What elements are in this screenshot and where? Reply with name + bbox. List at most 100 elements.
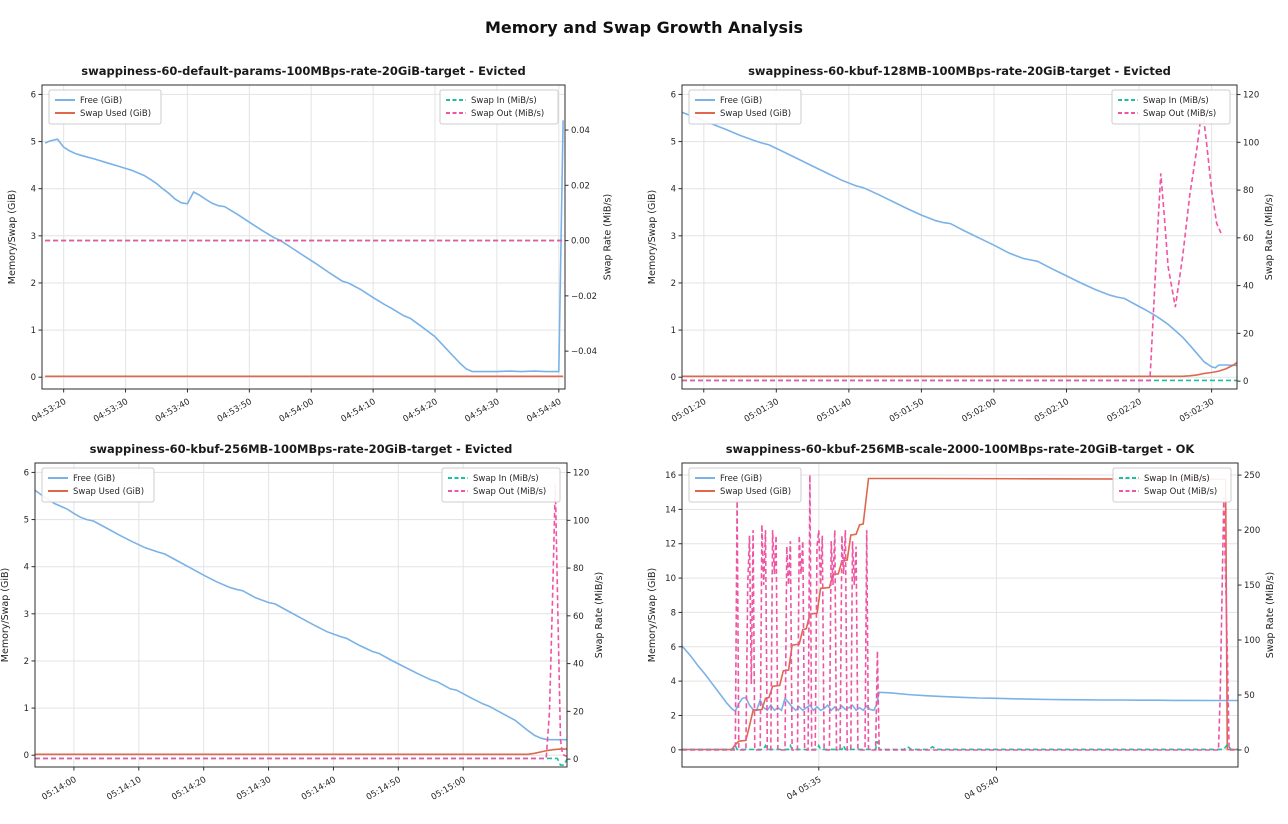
x-tick-label: 04:54:00 [278,397,316,425]
main-title: Memory and Swap Growth Analysis [484,18,804,37]
y-axis-left: 0 1 2 3 4 5 6 Memory/Swap (GiB) [647,90,682,383]
y-right-tick-label: −0.02 [571,292,597,302]
y-left-tick-label: 2 [671,711,676,721]
x-tick-label: 05:14:00 [40,775,78,803]
y-left-tick-label: 0 [31,373,36,383]
series [682,106,1237,382]
x-tick-label: 05:02:00 [960,397,998,425]
y-right-tick-label: 0.04 [571,126,590,136]
y-axis-label-right: Swap Rate (MiB/s) [1264,194,1275,280]
legend-label: Free (GiB) [720,474,762,484]
y-axis-left: 0 2 4 6 8 10 12 14 16 Memory/Swap (GiB) [647,471,682,756]
y-right-tick-label: 0 [1244,746,1249,756]
x-tick-label: 04:54:40 [525,397,563,425]
x-tick-label: 05:02:30 [1178,397,1216,425]
y-right-tick-label: 0 [1243,377,1248,387]
series-line-swap-used [682,361,1237,378]
series-line-swap-in [35,757,567,766]
legend-label: Swap In (MiB/s) [471,96,537,106]
legend-left: Free (GiB) Swap Used (GiB) [688,467,802,503]
y-axis-label-left: Memory/Swap (GiB) [0,568,11,662]
y-axis-label-right: Swap Rate (MiB/s) [594,572,605,658]
legend-right: Swap In (MiB/s) Swap Out (MiB/s) [439,89,559,125]
y-left-tick-label: 3 [24,610,29,620]
y-left-tick-label: 4 [24,563,29,573]
y-right-tick-label: 0 [573,755,578,765]
y-right-tick-label: 200 [1244,526,1260,536]
y-axis-right: 0 50 100 150 200 250 Swap Rate (MiB/s) [1238,471,1276,756]
y-left-tick-label: 10 [665,574,676,584]
y-right-tick-label: 40 [573,660,584,670]
y-right-tick-label: −0.04 [571,347,597,357]
subplot-title-4: swappiness-60-kbuf-256MB-scale-2000-100M… [725,442,1195,456]
y-left-tick-label: 4 [671,185,676,195]
y-left-tick-label: 1 [24,704,29,714]
subplot-grid: swappiness-60-default-params-100MBps-rat… [0,61,1288,817]
x-axis: 04 05:35 04 05:40 [785,767,1001,803]
x-axis: 04:53:20 04:53:30 04:53:40 04:53:50 04:54:00… [30,389,563,425]
legend-label: Swap Out (MiB/s) [473,487,546,497]
subplot-row-bottom: swappiness-60-kbuf-256MB-100MBps-rate-20… [0,439,1288,817]
grid [682,463,1238,767]
y-axis-label-left: Memory/Swap (GiB) [647,190,658,284]
series-line-swap-used [682,477,1238,751]
x-tick-label: 05:02:10 [1033,397,1071,425]
legend-left: Free (GiB) Swap Used (GiB) [688,89,802,125]
legend-label: Swap Used (GiB) [80,109,151,119]
y-right-tick-label: 120 [573,469,589,479]
legend-label: Swap In (MiB/s) [473,474,539,484]
x-tick-label: 05:15:00 [430,775,468,803]
x-tick-label: 05:01:50 [888,397,926,425]
series-line-swap-out [682,475,1238,751]
y-axis-label-right: Swap Rate (MiB/s) [1265,572,1276,658]
legend-label: Swap Used (GiB) [720,487,791,497]
plot-frame [681,84,1238,390]
y-right-tick-label: 120 [1243,91,1259,101]
y-axis-label-left: Memory/Swap (GiB) [7,190,18,284]
y-left-tick-label: 5 [671,138,676,148]
y-right-tick-label: 80 [573,564,584,574]
y-left-tick-label: 6 [671,643,676,653]
chart-canvas-2: 05:01:20 05:01:30 05:01:40 05:01:50 05:02:00… [647,84,1275,425]
grid [682,85,1237,389]
x-tick-label: 05:14:50 [365,775,403,803]
subplot-cell-1: swappiness-60-default-params-100MBps-rat… [0,61,644,439]
y-right-tick-label: 50 [1244,691,1255,701]
y-left-tick-label: 0 [24,751,29,761]
y-left-tick-label: 0 [671,373,676,383]
x-tick-label: 04:53:30 [92,397,130,425]
y-axis-left: 0 1 2 3 4 5 6 Memory/Swap (GiB) [7,90,42,383]
y-left-tick-label: 5 [24,516,29,526]
legend-left: Free (GiB) Swap Used (GiB) [41,467,155,503]
series-line-free [682,645,1238,713]
x-tick-label: 04 05:40 [963,775,1001,803]
subplot-cell-2: swappiness-60-kbuf-128MB-100MBps-rate-20… [644,61,1288,439]
y-left-tick-label: 14 [665,505,676,515]
x-tick-label: 04:53:50 [216,397,254,425]
y-left-tick-label: 16 [665,471,676,481]
y-right-tick-label: 0.02 [571,181,590,191]
y-left-tick-label: 0 [671,746,676,756]
legend-label: Swap Out (MiB/s) [1143,109,1216,119]
legend-label: Swap In (MiB/s) [1144,474,1210,484]
x-tick-label: 04:53:20 [30,397,68,425]
series [44,120,565,378]
y-right-tick-label: 100 [1243,138,1259,148]
legend-right: Swap In (MiB/s) Swap Out (MiB/s) [1111,89,1231,125]
x-tick-label: 04 05:35 [785,775,823,803]
y-right-tick-label: 40 [1243,282,1254,292]
y-right-tick-label: 150 [1244,581,1260,591]
y-left-tick-label: 6 [671,90,676,100]
y-left-tick-label: 2 [671,279,676,289]
x-tick-label: 04:54:10 [340,397,378,425]
y-left-tick-label: 12 [665,540,676,550]
legend-label: Swap Out (MiB/s) [471,109,544,119]
legend-right: Swap In (MiB/s) Swap Out (MiB/s) [1112,467,1232,503]
y-right-tick-label: 20 [1243,329,1254,339]
y-right-tick-label: 100 [1244,636,1260,646]
grid [42,85,565,389]
x-axis: 05:14:00 05:14:10 05:14:20 05:14:30 05:14:40… [40,767,468,803]
y-left-tick-label: 1 [671,326,676,336]
x-tick-label: 05:01:20 [670,397,708,425]
